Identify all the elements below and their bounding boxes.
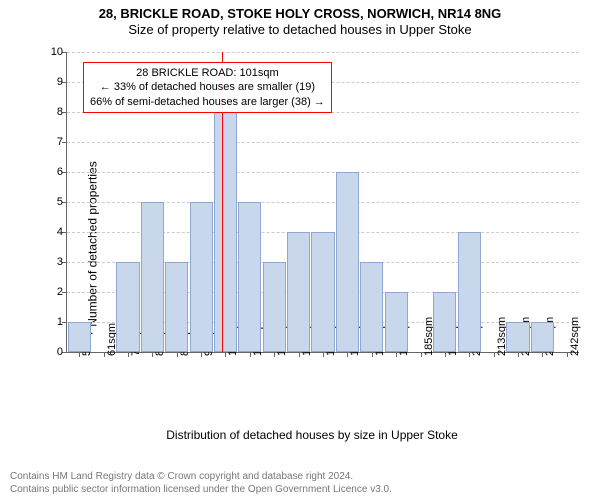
ytick-label: 9 [43, 76, 63, 88]
bar [141, 202, 164, 352]
xtick-mark [396, 352, 397, 357]
gridline [67, 142, 579, 143]
xtick-mark [250, 352, 251, 357]
footer-attribution: Contains HM Land Registry data © Crown c… [10, 471, 392, 496]
chart-container: 28, BRICKLE ROAD, STOKE HOLY CROSS, NORW… [0, 0, 600, 500]
bar [165, 262, 188, 352]
xtick-mark [518, 352, 519, 357]
gridline [67, 52, 579, 53]
ytick-label: 4 [43, 226, 63, 238]
bar [385, 292, 408, 352]
callout-line: 66% of semi-detached houses are larger (… [90, 95, 325, 109]
gridline [67, 172, 579, 173]
bar [190, 202, 213, 352]
title-subtitle: Size of property relative to detached ho… [0, 22, 600, 38]
xtick-mark [494, 352, 495, 357]
bar [238, 202, 261, 352]
bar [433, 292, 456, 352]
footer-line-1: Contains HM Land Registry data © Crown c… [10, 471, 392, 484]
callout-line: ← 33% of detached houses are smaller (19… [90, 80, 325, 94]
xtick-mark [104, 352, 105, 357]
ytick-label: 8 [43, 106, 63, 118]
xtick-mark [323, 352, 324, 357]
ytick-label: 5 [43, 196, 63, 208]
xtick-mark [372, 352, 373, 357]
plot-area: 01234567891051sqm61sqm70sqm80sqm89sqm99s… [66, 52, 579, 353]
bar [214, 112, 237, 352]
xtick-mark [421, 352, 422, 357]
xtick-label: 242sqm [569, 317, 581, 356]
bar [458, 232, 481, 352]
xtick-mark [201, 352, 202, 357]
bar [116, 262, 139, 352]
ytick-label: 1 [43, 316, 63, 328]
ytick-label: 7 [43, 136, 63, 148]
title-block: 28, BRICKLE ROAD, STOKE HOLY CROSS, NORW… [0, 0, 600, 39]
bar [360, 262, 383, 352]
bar [311, 232, 334, 352]
xtick-mark [299, 352, 300, 357]
xtick-mark [445, 352, 446, 357]
x-axis-label: Distribution of detached houses by size … [36, 428, 588, 442]
bar [287, 232, 310, 352]
bar [68, 322, 91, 352]
callout-line: 28 BRICKLE ROAD: 101sqm [90, 66, 325, 80]
ytick-label: 0 [43, 346, 63, 358]
ytick-label: 2 [43, 286, 63, 298]
footer-line-2: Contains public sector information licen… [10, 484, 392, 497]
callout-box: 28 BRICKLE ROAD: 101sqm← 33% of detached… [83, 62, 332, 113]
bar [263, 262, 286, 352]
xtick-mark [567, 352, 568, 357]
bar [531, 322, 554, 352]
title-address: 28, BRICKLE ROAD, STOKE HOLY CROSS, NORW… [0, 6, 600, 22]
bar [336, 172, 359, 352]
xtick-mark [128, 352, 129, 357]
chart-wrap: Number of detached properties 0123456789… [36, 48, 588, 440]
xtick-mark [177, 352, 178, 357]
bar [506, 322, 529, 352]
ytick-label: 6 [43, 166, 63, 178]
ytick-label: 10 [43, 46, 63, 58]
ytick-label: 3 [43, 256, 63, 268]
